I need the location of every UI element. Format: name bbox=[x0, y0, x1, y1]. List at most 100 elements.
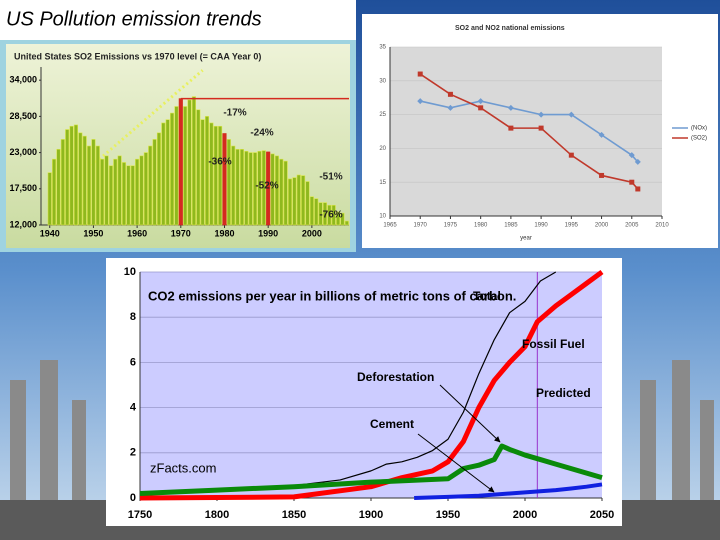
legend-label: (SO2) bbox=[691, 136, 707, 142]
bar bbox=[73, 124, 78, 226]
plot-area bbox=[390, 47, 662, 216]
x-tick-label: 1970 bbox=[414, 223, 428, 229]
y-tick-label: 17,500 bbox=[9, 183, 37, 193]
bar bbox=[309, 196, 314, 226]
x-tick-label: 1985 bbox=[504, 223, 518, 229]
bar bbox=[204, 116, 210, 226]
marker bbox=[507, 104, 514, 111]
annotation: -51% bbox=[319, 172, 342, 183]
series-line bbox=[414, 482, 603, 500]
bar bbox=[279, 158, 284, 226]
x-tick-label: 1850 bbox=[282, 509, 306, 521]
bar bbox=[318, 202, 323, 226]
bar bbox=[95, 145, 100, 226]
bar bbox=[183, 106, 188, 226]
bar bbox=[135, 158, 140, 226]
x-axis-label: year bbox=[520, 236, 532, 242]
bar bbox=[292, 177, 297, 226]
trend-line bbox=[79, 69, 204, 177]
bar bbox=[117, 155, 122, 226]
bar bbox=[257, 150, 262, 226]
bar bbox=[187, 99, 192, 226]
bar bbox=[196, 109, 201, 226]
bar bbox=[60, 139, 65, 226]
bar bbox=[235, 148, 240, 226]
series-line bbox=[139, 443, 603, 496]
x-tick-label: 1980 bbox=[214, 228, 234, 238]
bar bbox=[56, 148, 61, 226]
x-tick-label: 1990 bbox=[258, 228, 278, 238]
x-tick-label: 1970 bbox=[171, 228, 191, 238]
x-tick-label: 2010 bbox=[655, 223, 669, 229]
chart-title: United States SO2 Emissions vs 1970 leve… bbox=[14, 51, 261, 61]
bar bbox=[165, 119, 170, 226]
y-tick-label: 10 bbox=[124, 266, 136, 278]
bar bbox=[244, 150, 249, 226]
x-tick-label: 1995 bbox=[565, 223, 579, 229]
y-tick-label: 35 bbox=[379, 45, 386, 51]
marker bbox=[417, 98, 424, 105]
annotation: -76% bbox=[319, 210, 342, 221]
y-tick-label: 20 bbox=[379, 146, 386, 152]
marker bbox=[598, 131, 605, 138]
plot-area bbox=[140, 272, 602, 498]
series-label: Cement bbox=[370, 417, 414, 431]
bar bbox=[126, 165, 131, 226]
bar bbox=[239, 148, 245, 226]
marker bbox=[478, 105, 484, 111]
annotation: -24% bbox=[250, 128, 273, 139]
marker bbox=[629, 179, 635, 185]
y-tick-label: 6 bbox=[130, 356, 136, 368]
bar bbox=[139, 155, 144, 226]
marker bbox=[447, 104, 454, 111]
y-tick-label: 30 bbox=[379, 78, 386, 84]
bar bbox=[253, 152, 258, 226]
series-line bbox=[139, 269, 604, 501]
marker bbox=[447, 91, 453, 97]
bar bbox=[108, 165, 113, 226]
series-label: Fossil Fuel bbox=[522, 337, 585, 351]
bar bbox=[305, 181, 310, 226]
bar bbox=[78, 132, 83, 226]
x-tick-label: 1965 bbox=[383, 223, 397, 229]
marker bbox=[568, 111, 575, 118]
label-arrow bbox=[439, 384, 501, 443]
marker bbox=[628, 152, 635, 159]
y-tick-label: 23,000 bbox=[9, 147, 37, 157]
bar bbox=[331, 204, 336, 226]
marker bbox=[599, 172, 605, 178]
chart-title: SO2 and NO2 national emissions bbox=[455, 25, 565, 32]
bar bbox=[47, 172, 52, 226]
bar bbox=[226, 139, 231, 226]
y-tick-label: 8 bbox=[130, 311, 136, 323]
bar bbox=[65, 129, 70, 226]
y-tick-label: 10 bbox=[379, 214, 386, 220]
bar bbox=[270, 153, 275, 226]
y-tick-label: 0 bbox=[130, 492, 136, 504]
bar bbox=[200, 119, 205, 226]
bar bbox=[322, 202, 328, 226]
annotation: -52% bbox=[255, 181, 278, 192]
x-tick-label: 1750 bbox=[128, 509, 152, 521]
bar bbox=[156, 132, 162, 226]
annotation: -17% bbox=[223, 108, 246, 119]
bar bbox=[178, 98, 183, 226]
x-tick-label: 2000 bbox=[513, 509, 537, 521]
bar bbox=[191, 96, 196, 226]
bar bbox=[283, 160, 288, 226]
x-tick-label: 1975 bbox=[444, 223, 458, 229]
x-tick-label: 1980 bbox=[474, 223, 488, 229]
x-tick-label: 1960 bbox=[127, 228, 147, 238]
marker bbox=[417, 71, 423, 77]
bar bbox=[344, 220, 349, 226]
bar bbox=[314, 198, 319, 226]
y-tick-label: 15 bbox=[379, 180, 386, 186]
marker bbox=[635, 186, 641, 192]
marker bbox=[568, 152, 574, 158]
x-tick-label: 2005 bbox=[625, 223, 639, 229]
bar bbox=[161, 122, 166, 226]
bar bbox=[87, 145, 92, 226]
bar bbox=[152, 139, 157, 226]
bar bbox=[248, 152, 253, 226]
